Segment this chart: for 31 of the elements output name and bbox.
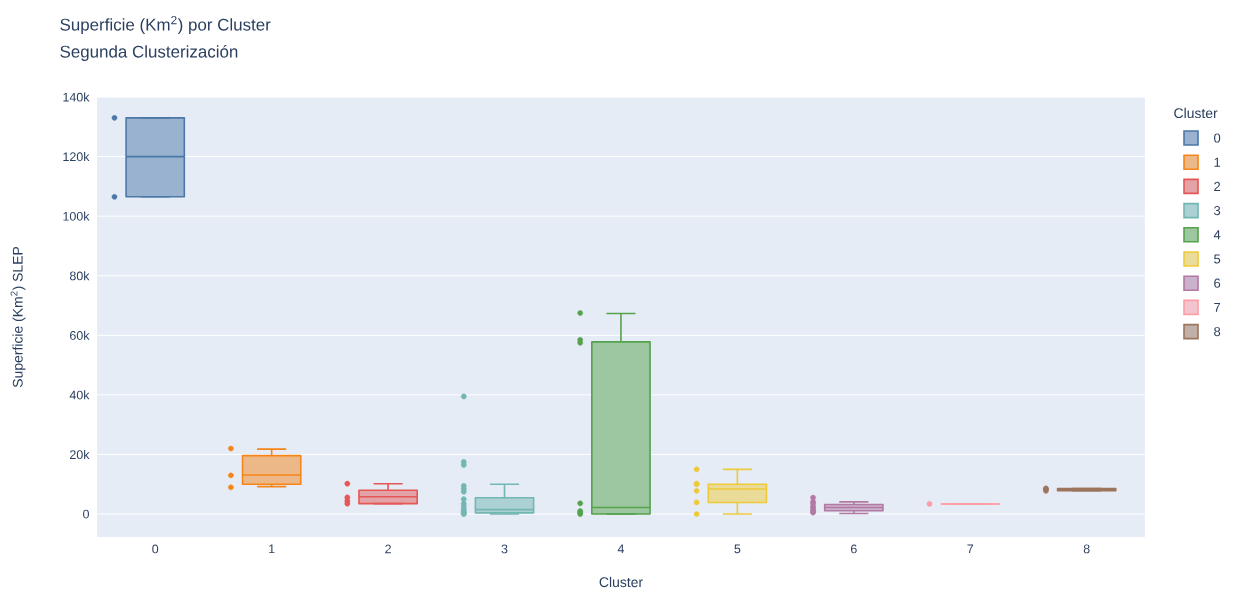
legend-label: 1 — [1214, 157, 1221, 167]
y-tick-label: 20k — [70, 449, 90, 460]
y-tick-label: 120k — [63, 152, 90, 162]
legend-label: 7 — [1214, 302, 1221, 312]
y-tick-label: 40k — [69, 390, 90, 400]
x-axis-title: Cluster — [599, 576, 643, 588]
x-tick-label: 0 — [152, 544, 159, 554]
legend-label: 3 — [1214, 206, 1221, 216]
legend-label: 2 — [1214, 181, 1221, 191]
y-tick-label: 60k — [70, 330, 90, 340]
x-tick-label: 6 — [850, 544, 857, 554]
legend-label: 4 — [1213, 230, 1221, 240]
legend-label: 5 — [1214, 254, 1221, 264]
y-tick-label: 0 — [83, 509, 89, 519]
x-tick-label: 4 — [617, 544, 625, 554]
chart-title: Superficie (Km$^{2}$) por Cluster — [60, 15, 271, 35]
x-tick-label: 2 — [385, 544, 391, 554]
x-tick-label: 1 — [269, 544, 275, 554]
x-tick-label: 3 — [501, 544, 508, 554]
chart-subtitle: Segunda Clusterización — [60, 45, 238, 61]
legend-label: 6 — [1214, 278, 1221, 288]
legend-label: 8 — [1214, 327, 1221, 337]
legend-label: 0 — [1214, 133, 1221, 143]
x-tick-label: 5 — [734, 544, 741, 554]
legend-title: Cluster — [1174, 107, 1218, 119]
y-tick-label: 140k — [63, 92, 90, 102]
x-tick-label: 8 — [1083, 544, 1090, 554]
x-tick-label: 7 — [967, 544, 974, 554]
y-tick-label: 100k — [63, 211, 90, 221]
y-axis-title: Superficie (Km$^{2}$) SLEP — [10, 246, 26, 388]
y-tick-label: 80k — [69, 271, 90, 281]
